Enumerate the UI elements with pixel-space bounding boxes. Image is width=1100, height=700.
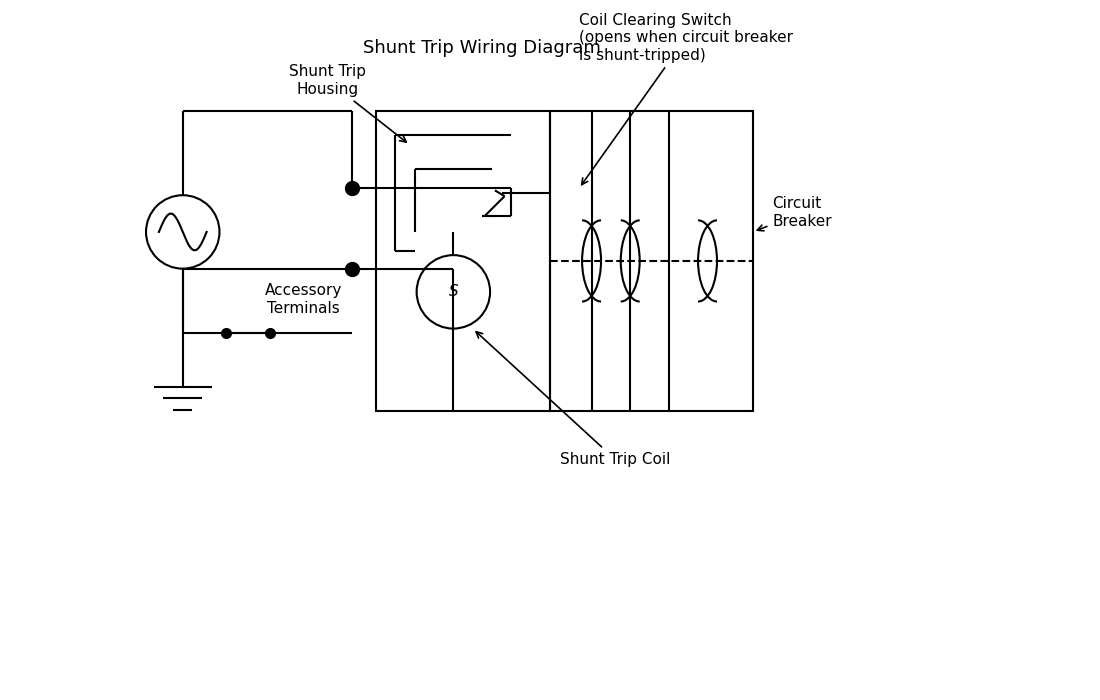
Bar — [550, 111, 754, 411]
Text: Coil Clearing Switch
(opens when circuit breaker
is shunt-tripped): Coil Clearing Switch (opens when circuit… — [579, 13, 793, 185]
Text: Shunt Trip Coil: Shunt Trip Coil — [476, 332, 670, 467]
Text: S: S — [449, 284, 459, 300]
Text: Accessory
Terminals: Accessory Terminals — [265, 284, 342, 316]
Bar — [376, 111, 550, 411]
Text: Shunt Trip
Housing: Shunt Trip Housing — [289, 64, 406, 142]
Text: Shunt Trip Wiring Diagram: Shunt Trip Wiring Diagram — [363, 39, 602, 57]
Text: Circuit
Breaker: Circuit Breaker — [757, 197, 832, 231]
